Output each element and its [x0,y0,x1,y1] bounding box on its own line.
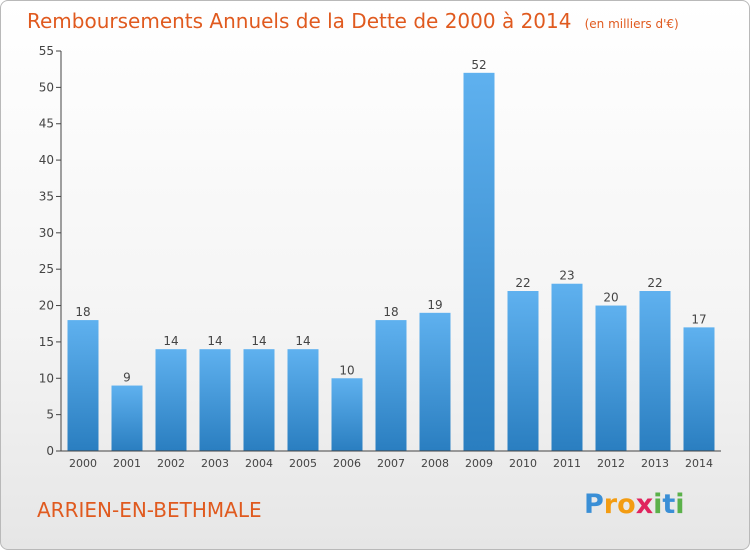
bar [243,349,275,451]
x-tick-label: 2006 [333,457,361,470]
y-tick-label: 10 [39,371,54,385]
bar [595,305,627,451]
bar-value-label: 19 [427,298,442,312]
bar [551,283,583,451]
brand-letter: i [653,489,663,520]
bar-value-label: 14 [295,334,310,348]
chart-title: Remboursements Annuels de la Dette de 20… [27,9,572,33]
y-tick-label: 40 [39,153,54,167]
bar-value-label: 18 [383,305,398,319]
bar-value-label: 22 [647,276,662,290]
bar [375,320,407,451]
bar [155,349,187,451]
x-axis: 2000 2001 2002 2003 2004 2005 2006 2007 2008 2009… [61,450,721,470]
x-tick-label: 2010 [509,457,537,470]
y-tick-label: 0 [46,444,54,458]
x-tick-label: 2003 [201,457,229,470]
bar [639,291,671,451]
brand-letter: i [675,489,685,520]
x-tick-label: 2008 [421,457,449,470]
x-tick-label: 2004 [245,457,273,470]
brand-letter: r [603,489,618,520]
brand-letter: x [635,489,654,520]
y-tick-label: 20 [39,299,54,313]
x-tick-label: 2012 [597,457,625,470]
x-tick-label: 2002 [157,457,185,470]
bar [507,291,539,451]
y-axis: 0 5 10 15 20 25 30 35 40 45 50 55 [39,44,62,458]
bar [331,378,363,451]
bar-value-label: 14 [163,334,178,348]
chart-unit: (en milliers d'€) [584,17,679,31]
x-tick-label: 2013 [641,457,669,470]
y-tick-label: 5 [46,408,54,422]
bar-value-label: 18 [75,305,90,319]
bar-value-label: 10 [339,363,354,377]
x-tick-label: 2014 [685,457,713,470]
y-tick-label: 25 [39,262,54,276]
y-tick-label: 30 [39,226,54,240]
y-tick-label: 35 [39,189,54,203]
bar [111,385,143,451]
x-tick-label: 2001 [113,457,141,470]
x-tick-label: 2000 [69,457,97,470]
x-tick-label: 2007 [377,457,405,470]
bar-value-label: 20 [603,291,618,305]
brand-letter: o [617,489,636,520]
bar [463,72,495,452]
proxiti-logo: Proxiti [584,489,685,520]
bar [199,349,231,451]
y-tick-label: 50 [39,80,54,94]
x-tick-label: 2005 [289,457,317,470]
bar-value-label: 22 [515,276,530,290]
x-tick-label: 2011 [553,457,581,470]
bar [419,312,451,451]
x-tick-label: 2009 [465,457,493,470]
brand-letter: t [662,489,676,520]
y-tick-label: 45 [39,117,54,131]
commune-name: ARRIEN-EN-BETHMALE [37,498,262,522]
bar-value-label: 23 [559,269,574,283]
bar-value-label: 14 [251,334,266,348]
bar [287,349,319,451]
y-tick-label: 15 [39,335,54,349]
bar-value-label: 17 [691,312,706,326]
bar [67,320,99,451]
brand-letter: P [584,489,604,520]
bars: 18 9 14 14 14 14 10 18 19 52 22 23 20 22 17 [67,58,715,452]
bar-value-label: 14 [207,334,222,348]
bar [683,327,715,451]
y-tick-label: 55 [39,44,54,58]
chart-title-row: Remboursements Annuels de la Dette de 20… [27,9,679,33]
bar-value-label: 9 [123,371,131,385]
bar-value-label: 52 [471,58,486,72]
